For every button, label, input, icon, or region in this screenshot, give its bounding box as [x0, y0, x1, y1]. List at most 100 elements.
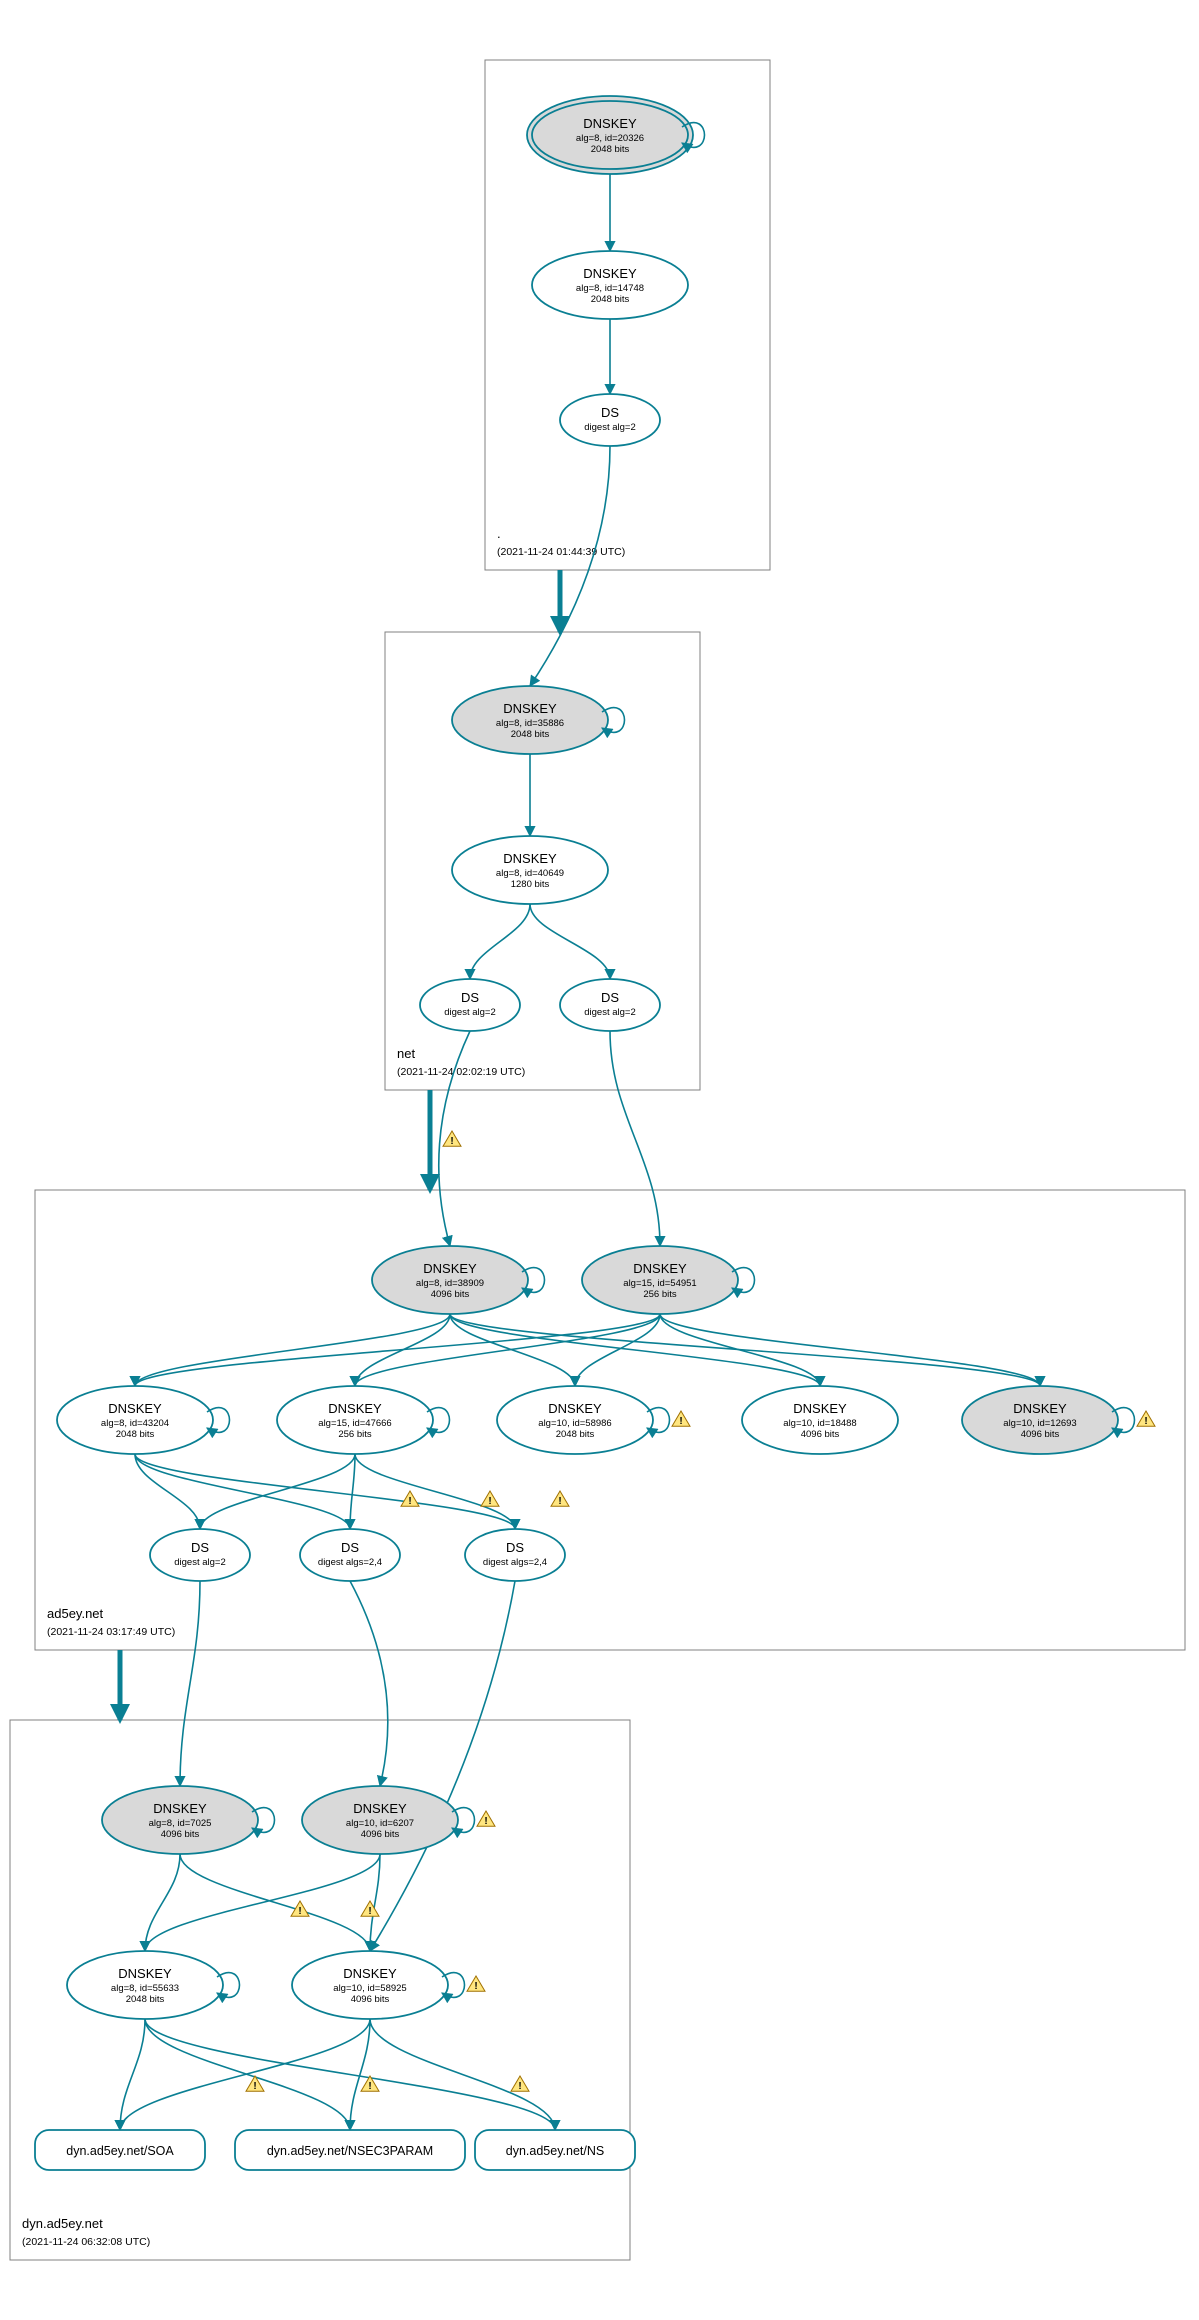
- svg-text:DNSKEY: DNSKEY: [503, 701, 557, 716]
- node-a_k3: DNSKEY alg=10, id=589862048 bits!: [497, 1386, 690, 1454]
- svg-text:DNSKEY: DNSKEY: [793, 1401, 847, 1416]
- svg-text:alg=8, id=40649: alg=8, id=40649: [496, 868, 564, 879]
- edge: [530, 904, 610, 979]
- warning-icon: !: [672, 1411, 690, 1427]
- svg-text:256 bits: 256 bits: [338, 1429, 372, 1440]
- node-rr_nsec3: dyn.ad5ey.net/NSEC3PARAM: [235, 2130, 465, 2170]
- edge: [660, 1314, 1040, 1386]
- node-a_ksk1: DNSKEYalg=8, id=389094096 bits: [372, 1246, 545, 1314]
- svg-text:DS: DS: [601, 405, 619, 420]
- svg-text:dyn.ad5ey.net/NSEC3PARAM: dyn.ad5ey.net/NSEC3PARAM: [267, 2144, 433, 2158]
- svg-text:2048 bits: 2048 bits: [556, 1429, 595, 1440]
- edge: [135, 1454, 515, 1529]
- zone-timestamp-dyn: (2021-11-24 06:32:08 UTC): [22, 2236, 150, 2248]
- svg-text:digest alg=2: digest alg=2: [174, 1557, 226, 1568]
- warning-icon: !: [467, 1976, 485, 1992]
- svg-text:!: !: [474, 1981, 477, 1992]
- svg-text:2048 bits: 2048 bits: [126, 1994, 165, 2005]
- edge: [470, 904, 530, 979]
- svg-text:4096 bits: 4096 bits: [801, 1429, 840, 1440]
- svg-text:256 bits: 256 bits: [643, 1289, 677, 1300]
- svg-text:alg=8, id=35886: alg=8, id=35886: [496, 718, 564, 729]
- edge: [575, 1314, 660, 1386]
- zone-label-net: net: [397, 1046, 415, 1061]
- svg-text:digest alg=2: digest alg=2: [584, 1007, 636, 1018]
- svg-text:digest alg=2: digest alg=2: [584, 422, 636, 433]
- svg-text:alg=8, id=55633: alg=8, id=55633: [111, 1983, 179, 1994]
- node-a_k4: DNSKEY alg=10, id=184884096 bits: [742, 1386, 898, 1454]
- warning-icon: !: [477, 1811, 495, 1827]
- node-a_ds1: DSdigest alg=2: [150, 1529, 250, 1581]
- svg-text:alg=15, id=47666: alg=15, id=47666: [318, 1418, 391, 1429]
- svg-text:2048 bits: 2048 bits: [116, 1429, 155, 1440]
- zone-label-root: .: [497, 526, 501, 541]
- node-root_ksk: DNSKEYalg=8, id=203262048 bits: [527, 96, 705, 174]
- svg-text:alg=10, id=12693: alg=10, id=12693: [1003, 1418, 1076, 1429]
- svg-text:DNSKEY: DNSKEY: [548, 1401, 602, 1416]
- svg-text:DNSKEY: DNSKEY: [108, 1401, 162, 1416]
- edge: [370, 1581, 515, 1951]
- svg-text:DNSKEY: DNSKEY: [153, 1801, 207, 1816]
- warning-icon: !: [443, 1131, 461, 1147]
- edge: [180, 1581, 200, 1786]
- svg-text:!: !: [368, 2081, 371, 2092]
- edge: [350, 1581, 388, 1786]
- svg-text:DNSKEY: DNSKEY: [583, 266, 637, 281]
- svg-text:DS: DS: [601, 990, 619, 1005]
- node-rr_soa: dyn.ad5ey.net/SOA: [35, 2130, 205, 2170]
- node-d_ksk2: DNSKEYalg=10, id=62074096 bits!: [302, 1786, 495, 1854]
- zone-timestamp-net: (2021-11-24 02:02:19 UTC): [397, 1066, 525, 1078]
- svg-text:DS: DS: [461, 990, 479, 1005]
- node-root_ds: DS digest alg=2: [560, 394, 660, 446]
- warning-icon: !: [511, 2076, 529, 2092]
- node-net_zsk: DNSKEY alg=8, id=406491280 bits: [452, 836, 608, 904]
- svg-text:2048 bits: 2048 bits: [511, 729, 550, 740]
- warning-icon: !: [551, 1491, 569, 1507]
- svg-text:alg=15, id=54951: alg=15, id=54951: [623, 1278, 696, 1289]
- node-net_ds2: DS digest alg=2: [560, 979, 660, 1031]
- svg-text:!: !: [298, 1906, 301, 1917]
- svg-text:1280 bits: 1280 bits: [511, 879, 550, 890]
- node-net_ds1: DSdigest alg=2: [420, 979, 520, 1031]
- edges-layer: [120, 169, 1040, 2130]
- edge: [660, 1314, 820, 1386]
- zone-timestamp-ad5ey: (2021-11-24 03:17:49 UTC): [47, 1626, 175, 1638]
- svg-text:4096 bits: 4096 bits: [431, 1289, 470, 1300]
- edge: [450, 1314, 1040, 1386]
- svg-text:DNSKEY: DNSKEY: [118, 1966, 172, 1981]
- svg-text:4096 bits: 4096 bits: [351, 1994, 390, 2005]
- node-a_ds2: DS digest algs=2,4: [300, 1529, 400, 1581]
- svg-text:DNSKEY: DNSKEY: [583, 116, 637, 131]
- node-a_ds3: DSdigest algs=2,4: [465, 1529, 565, 1581]
- edge: [610, 1031, 660, 1246]
- edge: [120, 2019, 370, 2130]
- svg-text:alg=10, id=58925: alg=10, id=58925: [333, 1983, 406, 1994]
- dnssec-diagram: .(2021-11-24 01:44:39 UTC)net(2021-11-24…: [0, 0, 1199, 2320]
- svg-text:digest algs=2,4: digest algs=2,4: [318, 1557, 382, 1568]
- svg-text:!: !: [450, 1136, 453, 1147]
- node-a_k2: DNSKEYalg=15, id=47666256 bits: [277, 1386, 450, 1454]
- node-a_ksk2: DNSKEYalg=15, id=54951256 bits: [582, 1246, 755, 1314]
- svg-text:DS: DS: [341, 1540, 359, 1555]
- svg-text:alg=10, id=58986: alg=10, id=58986: [538, 1418, 611, 1429]
- edge: [370, 2019, 555, 2130]
- svg-text:!: !: [408, 1496, 411, 1507]
- node-rr_ns: dyn.ad5ey.net/NS: [475, 2130, 635, 2170]
- svg-text:DNSKEY: DNSKEY: [353, 1801, 407, 1816]
- svg-text:DS: DS: [506, 1540, 524, 1555]
- node-net_ksk: DNSKEY alg=8, id=358862048 bits: [452, 686, 625, 754]
- node-a_k1: DNSKEYalg=8, id=432042048 bits: [57, 1386, 230, 1454]
- svg-text:alg=8, id=7025: alg=8, id=7025: [149, 1818, 212, 1829]
- svg-text:DNSKEY: DNSKEY: [503, 851, 557, 866]
- svg-text:alg=8, id=38909: alg=8, id=38909: [416, 1278, 484, 1289]
- svg-text:alg=10, id=18488: alg=10, id=18488: [783, 1418, 856, 1429]
- svg-text:2048 bits: 2048 bits: [591, 294, 630, 305]
- edge: [145, 1854, 180, 1951]
- svg-text:alg=8, id=20326: alg=8, id=20326: [576, 133, 644, 144]
- edge: [135, 1314, 660, 1386]
- warning-icon: !: [361, 1901, 379, 1917]
- warning-icon: !: [401, 1491, 419, 1507]
- edge: [145, 1854, 380, 1951]
- warning-icon: !: [1137, 1411, 1155, 1427]
- node-a_k5: DNSKEYalg=10, id=126934096 bits!: [962, 1386, 1155, 1454]
